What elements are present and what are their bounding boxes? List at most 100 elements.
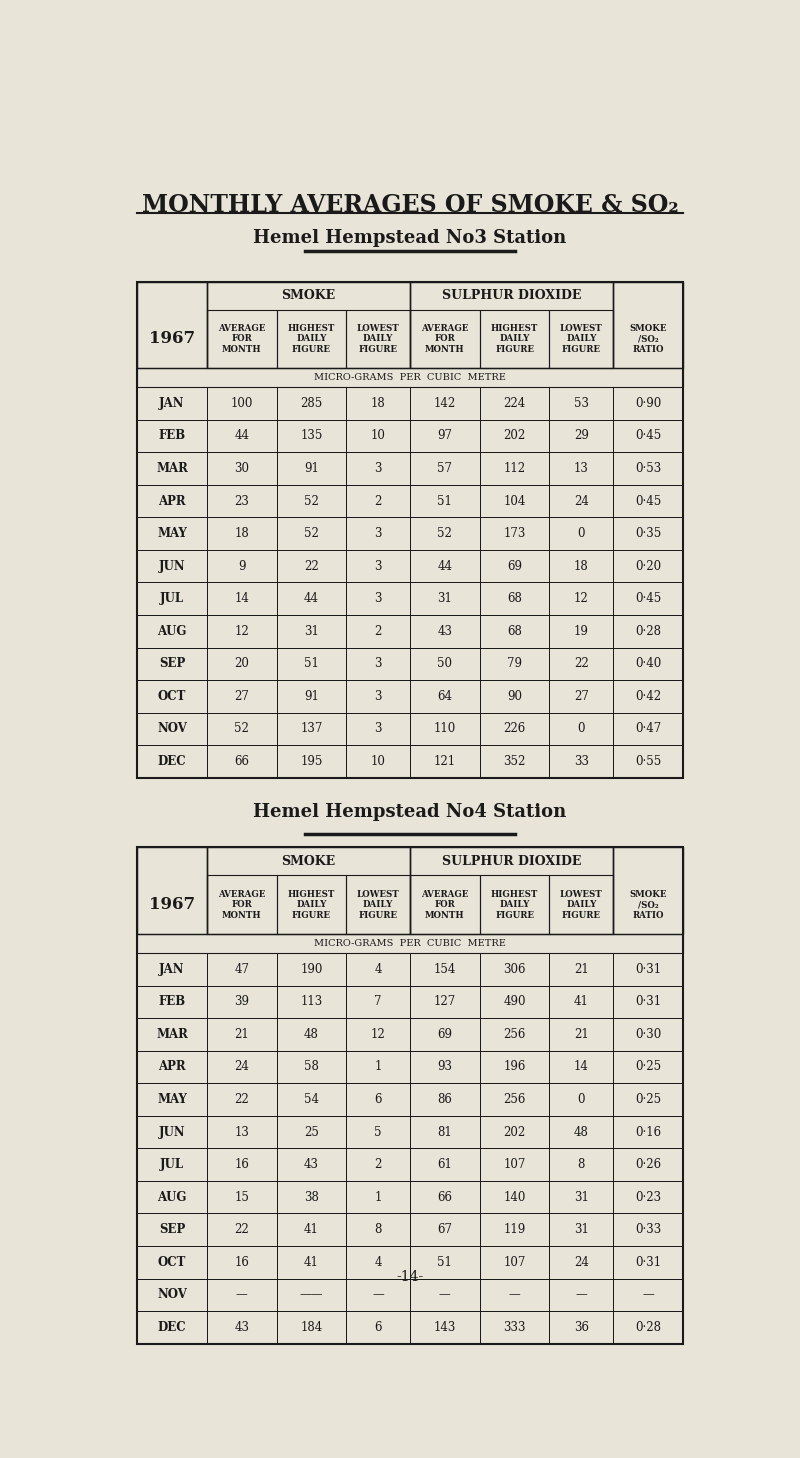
Bar — [207, 647, 277, 681]
Bar — [613, 518, 682, 550]
Text: AVERAGE
FOR
MONTH: AVERAGE FOR MONTH — [421, 889, 469, 920]
Bar — [346, 875, 410, 935]
Bar — [138, 1247, 207, 1279]
Bar — [207, 1018, 277, 1051]
Bar — [207, 1213, 277, 1247]
Bar — [480, 1213, 550, 1247]
Bar — [138, 986, 207, 1018]
Bar — [346, 1279, 410, 1311]
Bar — [613, 954, 682, 986]
Bar — [480, 1115, 550, 1149]
Text: 67: 67 — [438, 1223, 452, 1236]
Bar — [480, 954, 550, 986]
Bar — [346, 713, 410, 745]
Bar — [613, 420, 682, 452]
Text: 20: 20 — [234, 658, 250, 671]
Bar — [550, 1181, 613, 1213]
Bar — [277, 1311, 346, 1344]
Bar — [613, 1279, 682, 1311]
Text: 21: 21 — [574, 962, 589, 975]
Text: 0: 0 — [578, 528, 585, 539]
Text: 57: 57 — [438, 462, 452, 475]
Text: 1: 1 — [374, 1060, 382, 1073]
Text: 9: 9 — [238, 560, 246, 573]
Text: 0·23: 0·23 — [635, 1191, 661, 1204]
Bar — [480, 1311, 550, 1344]
Bar — [410, 1083, 480, 1115]
Bar — [138, 954, 207, 986]
Bar — [410, 954, 480, 986]
Text: 0·47: 0·47 — [635, 723, 661, 735]
Bar — [346, 745, 410, 777]
Text: 202: 202 — [503, 430, 526, 442]
Text: 90: 90 — [507, 690, 522, 703]
Text: 127: 127 — [434, 996, 456, 1009]
Bar — [410, 1018, 480, 1051]
Text: 5: 5 — [374, 1126, 382, 1139]
Text: 86: 86 — [438, 1094, 452, 1107]
Bar — [550, 388, 613, 420]
Text: 224: 224 — [503, 397, 526, 410]
Text: 54: 54 — [304, 1094, 319, 1107]
Text: DEC: DEC — [158, 755, 186, 768]
Text: Hemel Hempstead No3 Station: Hemel Hempstead No3 Station — [254, 229, 566, 246]
Bar — [410, 1181, 480, 1213]
Bar — [277, 713, 346, 745]
Text: 68: 68 — [507, 592, 522, 605]
Bar — [346, 681, 410, 713]
Text: 0: 0 — [578, 1094, 585, 1107]
Text: 66: 66 — [438, 1191, 452, 1204]
Bar — [613, 847, 682, 935]
Text: 0·28: 0·28 — [635, 625, 661, 637]
Text: SULPHUR DIOXIDE: SULPHUR DIOXIDE — [442, 854, 582, 868]
Text: 64: 64 — [438, 690, 452, 703]
Bar — [410, 486, 480, 518]
Bar — [613, 1213, 682, 1247]
Bar — [480, 1083, 550, 1115]
Bar — [207, 309, 277, 367]
Text: 24: 24 — [234, 1060, 250, 1073]
Text: JAN: JAN — [159, 962, 185, 975]
Bar — [138, 388, 207, 420]
Bar — [207, 875, 277, 935]
Text: 24: 24 — [574, 494, 589, 507]
Text: 33: 33 — [574, 755, 589, 768]
Bar — [277, 986, 346, 1018]
Text: 52: 52 — [304, 528, 319, 539]
Text: SMOKE: SMOKE — [282, 289, 335, 302]
Text: 52: 52 — [234, 723, 250, 735]
Bar — [277, 681, 346, 713]
Bar — [550, 452, 613, 486]
Bar — [550, 745, 613, 777]
Text: 22: 22 — [304, 560, 319, 573]
Text: 31: 31 — [574, 1191, 589, 1204]
Bar — [138, 518, 207, 550]
Bar — [613, 583, 682, 615]
Bar — [480, 1279, 550, 1311]
Text: 51: 51 — [438, 494, 452, 507]
Bar — [480, 583, 550, 615]
Text: 12: 12 — [234, 625, 249, 637]
Text: 31: 31 — [574, 1223, 589, 1236]
Text: 52: 52 — [304, 494, 319, 507]
Text: LOWEST
DAILY
FIGURE: LOWEST DAILY FIGURE — [560, 889, 602, 920]
Text: 0·31: 0·31 — [635, 996, 661, 1009]
Text: 256: 256 — [503, 1094, 526, 1107]
Text: —: — — [509, 1289, 521, 1302]
Bar — [346, 1247, 410, 1279]
Text: 154: 154 — [434, 962, 456, 975]
Text: 0·25: 0·25 — [635, 1060, 661, 1073]
Text: 0·53: 0·53 — [635, 462, 661, 475]
Text: AVERAGE
FOR
MONTH: AVERAGE FOR MONTH — [218, 889, 266, 920]
Bar — [613, 713, 682, 745]
Bar — [207, 1311, 277, 1344]
Bar — [550, 420, 613, 452]
Bar — [207, 1051, 277, 1083]
Bar — [346, 518, 410, 550]
Text: 16: 16 — [234, 1158, 250, 1171]
Bar — [410, 1051, 480, 1083]
Bar — [346, 1083, 410, 1115]
Text: 0·90: 0·90 — [635, 397, 661, 410]
Bar — [207, 486, 277, 518]
Bar — [410, 1213, 480, 1247]
